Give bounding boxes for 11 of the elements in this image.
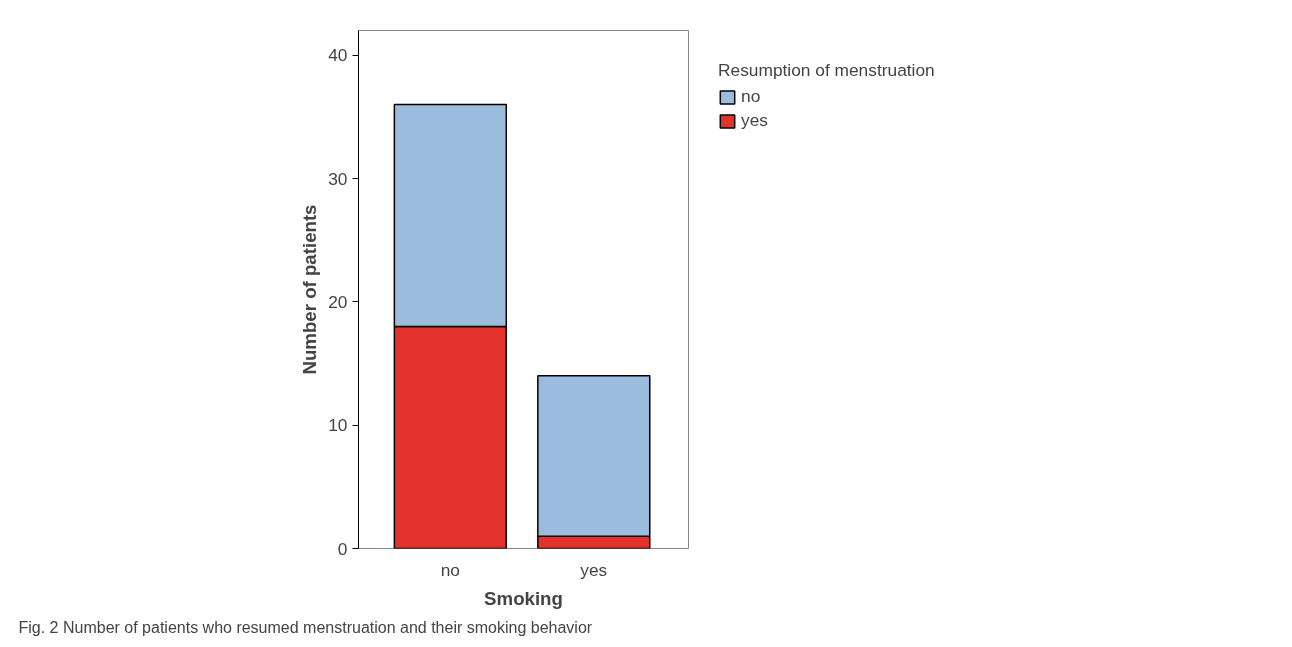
- x-axis-title: Smoking: [484, 587, 563, 609]
- y-axis-title: Number of patients: [299, 204, 321, 375]
- y-tick-label: 20: [328, 291, 348, 312]
- legend-title: Resumption of menstruation: [718, 60, 935, 81]
- y-tick-label: 0: [337, 538, 348, 559]
- caption: Fig. 2 Number of patients who resumed menstruation and their smoking behavior: [18, 618, 593, 636]
- y-tick-label: 30: [328, 168, 348, 189]
- legend-label: yes: [741, 110, 768, 131]
- legend-label: no: [741, 86, 761, 107]
- y-tick-label: 40: [328, 45, 348, 66]
- y-tick-label: 10: [328, 415, 348, 436]
